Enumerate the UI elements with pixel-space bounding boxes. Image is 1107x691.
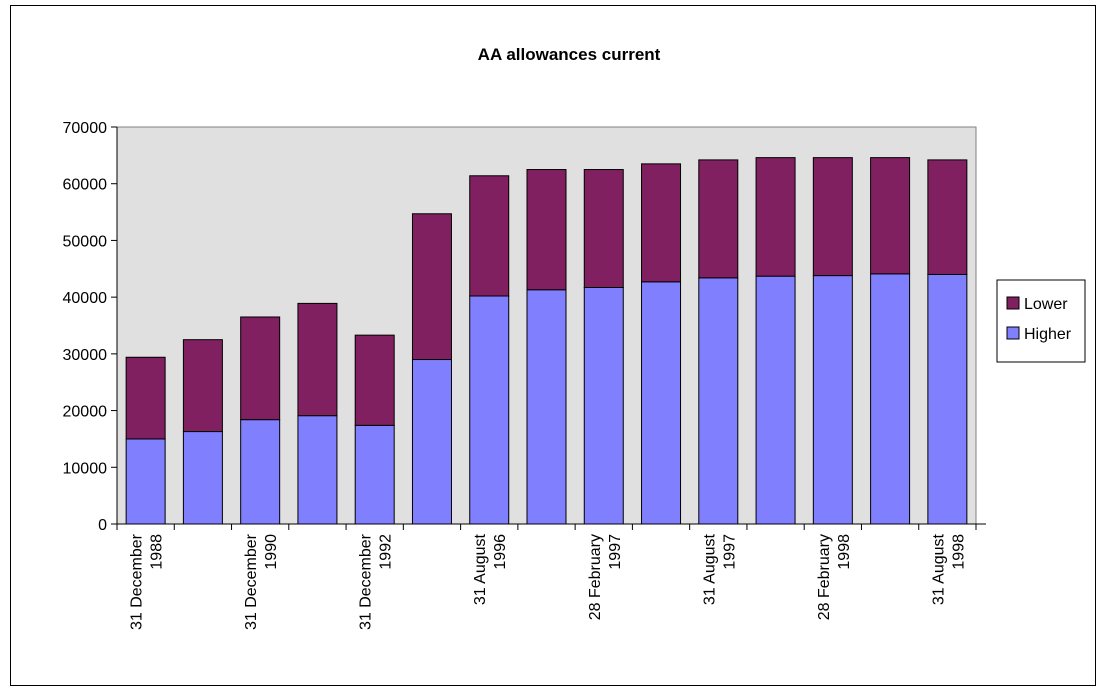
x-tick-label: 31 August 1998 <box>930 533 967 605</box>
bar-lower <box>812 157 853 277</box>
x-tick-label-line: 31 August <box>930 533 947 605</box>
bar-higher <box>870 273 911 525</box>
legend-swatch-higher <box>1006 326 1020 340</box>
bar-lower <box>240 316 281 421</box>
bar-chart: AA allowances current 0 10000 20000 30000 40… <box>63 45 1086 630</box>
bar-lower <box>698 159 739 279</box>
y-axis: 0 10000 20000 30000 40000 50000 60000 70000 <box>63 120 118 534</box>
x-tick-label-line: 1990 <box>263 534 280 570</box>
chart-title: AA allowances current <box>478 45 661 64</box>
x-tick-label-line: 1998 <box>950 534 967 570</box>
bar-lower <box>870 157 911 275</box>
bar-lower <box>526 169 567 291</box>
legend: Lower Higher <box>996 279 1086 363</box>
bar-lower <box>469 175 510 297</box>
x-tick-label-line: 31 August <box>472 533 489 605</box>
x-tick-label-line: 1988 <box>149 534 166 570</box>
x-tick-label-line: 1996 <box>492 534 509 570</box>
y-tick-label: 50000 <box>63 233 108 250</box>
bars <box>125 157 968 525</box>
x-tick-label: 31 December 1988 <box>129 533 166 630</box>
y-tick-label: 70000 <box>63 120 108 137</box>
bar-higher <box>182 431 223 525</box>
chart-frame: AA allowances current 0 10000 20000 30000 40… <box>10 5 1096 686</box>
bar-higher <box>927 273 968 525</box>
legend-label-higher: Higher <box>1024 326 1072 343</box>
bar-higher <box>469 295 510 525</box>
bar-higher <box>354 424 395 525</box>
x-tick-label-line: 1992 <box>378 534 395 570</box>
bar-higher <box>526 289 567 525</box>
y-tick-label: 30000 <box>63 347 108 364</box>
x-tick-label-line: 28 February <box>816 534 833 620</box>
y-tick-label: 40000 <box>63 290 108 307</box>
bar-higher <box>812 275 853 525</box>
bar-lower <box>125 356 166 440</box>
x-axis: 31 December 1988 31 December 1990 31 Decembe… <box>116 523 986 630</box>
x-tick-label-line: 31 August <box>701 533 718 605</box>
legend-swatch-lower <box>1006 296 1020 310</box>
bar-lower <box>411 213 452 361</box>
bar-lower <box>641 163 682 283</box>
bar-higher <box>411 359 452 525</box>
y-tick-label: 10000 <box>63 460 108 477</box>
bar-higher <box>698 277 739 525</box>
x-tick-label: 28 February 1997 <box>587 534 624 620</box>
y-tick-label: 0 <box>98 517 107 534</box>
bar-lower <box>354 334 395 426</box>
y-tick-label: 60000 <box>63 177 108 194</box>
bar-higher <box>297 415 338 525</box>
x-tick-label-line: 1997 <box>607 534 624 570</box>
bar-higher <box>125 438 166 525</box>
x-tick-label-line: 31 December <box>129 533 146 630</box>
bar-higher <box>583 287 624 525</box>
bar-higher <box>240 419 281 525</box>
bar-higher <box>641 281 682 525</box>
x-tick-label: 31 August 1996 <box>472 533 509 605</box>
bar-lower <box>182 339 223 433</box>
x-tick-label: 28 February 1998 <box>816 534 853 620</box>
x-tick-label: 31 December 1992 <box>358 533 395 630</box>
bar-lower <box>755 157 796 277</box>
bar-higher <box>755 275 796 525</box>
x-tick-label-line: 28 February <box>587 534 604 620</box>
x-tick-label: 31 August 1997 <box>701 533 738 605</box>
x-tick-label-line: 1997 <box>721 534 738 570</box>
x-tick-label-line: 31 December <box>358 533 375 630</box>
legend-box <box>996 279 1086 363</box>
bar-lower <box>583 169 624 289</box>
x-tick-label-line: 31 December <box>243 533 260 630</box>
y-tick-label: 20000 <box>63 404 108 421</box>
legend-label-lower: Lower <box>1024 296 1068 313</box>
x-tick-label: 31 December 1990 <box>243 533 280 630</box>
bar-lower <box>297 302 338 417</box>
bar-lower <box>927 159 968 275</box>
x-tick-label-line: 1998 <box>836 534 853 570</box>
